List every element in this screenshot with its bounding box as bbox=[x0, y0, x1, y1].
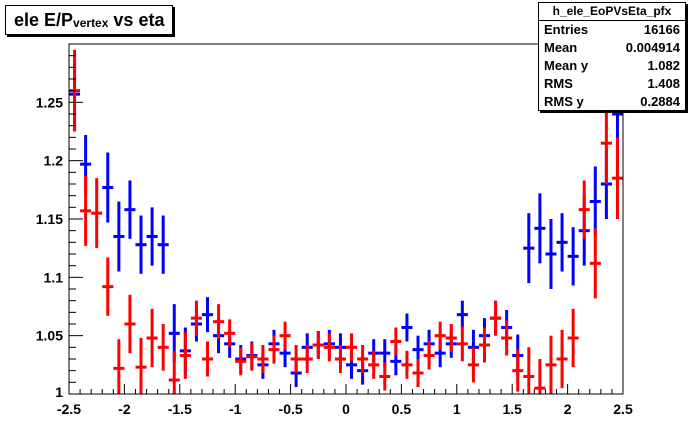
stats-label: RMS y bbox=[544, 94, 584, 109]
chart-title: ele E/P vertex vs eta bbox=[5, 5, 174, 35]
x-tick-label: 2 bbox=[564, 401, 572, 417]
x-tick-label: -0.5 bbox=[279, 401, 303, 417]
stats-row-rms-y: RMS y 0.2884 bbox=[539, 93, 685, 111]
x-tick-label: -2.5 bbox=[57, 401, 81, 417]
chart-axes: -2.5 -2 -1.5 -1 -0.5 0 0.5 1 1.5 2 2.5 1.05 1.1 1.15 1… bbox=[36, 43, 633, 417]
stats-row-entries: Entries 16166 bbox=[539, 21, 685, 39]
stats-row-mean-y: Mean y 1.082 bbox=[539, 57, 685, 75]
x-tick-label: -2 bbox=[118, 401, 131, 417]
x-tick-label: 1 bbox=[453, 401, 461, 417]
x-tick-label: 2.5 bbox=[613, 401, 633, 417]
y-tick-label: 1.05 bbox=[36, 328, 63, 344]
x-tick-label: 0 bbox=[342, 401, 350, 417]
stats-label: Mean y bbox=[544, 58, 589, 73]
x-tick-label: -1.5 bbox=[168, 401, 192, 417]
stats-value: 1.082 bbox=[647, 58, 680, 73]
title-prefix: ele E/P bbox=[14, 9, 74, 30]
stats-row-mean: Mean 0.004914 bbox=[539, 39, 685, 57]
y-tick-label: 1 bbox=[55, 384, 63, 400]
stats-label: Mean bbox=[544, 40, 578, 55]
y-tick-label: 1.15 bbox=[36, 211, 63, 227]
title-subscript: vertex bbox=[73, 16, 109, 30]
y-tick-label: 1.25 bbox=[36, 94, 63, 110]
stats-label: Entries bbox=[544, 22, 589, 37]
title-suffix: vs eta bbox=[108, 9, 165, 30]
y-tick-label: 1.1 bbox=[44, 269, 64, 285]
plot-frame bbox=[68, 43, 624, 395]
stats-label: RMS bbox=[544, 76, 573, 91]
x-tick-label: -1 bbox=[229, 401, 242, 417]
x-tick-label: 1.5 bbox=[502, 401, 522, 417]
stats-value: 0.2884 bbox=[640, 94, 680, 109]
stats-value: 0.004914 bbox=[625, 40, 680, 55]
y-tick-label: 1.2 bbox=[44, 153, 64, 169]
data-marks bbox=[69, 49, 623, 394]
stats-value: 1.408 bbox=[647, 76, 680, 91]
x-tick-label: 0.5 bbox=[392, 401, 412, 417]
stats-box: h_ele_EoPVsEta_pfx Entries 16166 Mean 0.00… bbox=[538, 2, 686, 111]
stats-value: 16166 bbox=[643, 22, 680, 37]
stats-row-rms: RMS 1.408 bbox=[539, 75, 685, 93]
series-1 bbox=[69, 49, 623, 394]
stats-histogram-name: h_ele_EoPVsEta_pfx bbox=[539, 3, 685, 21]
